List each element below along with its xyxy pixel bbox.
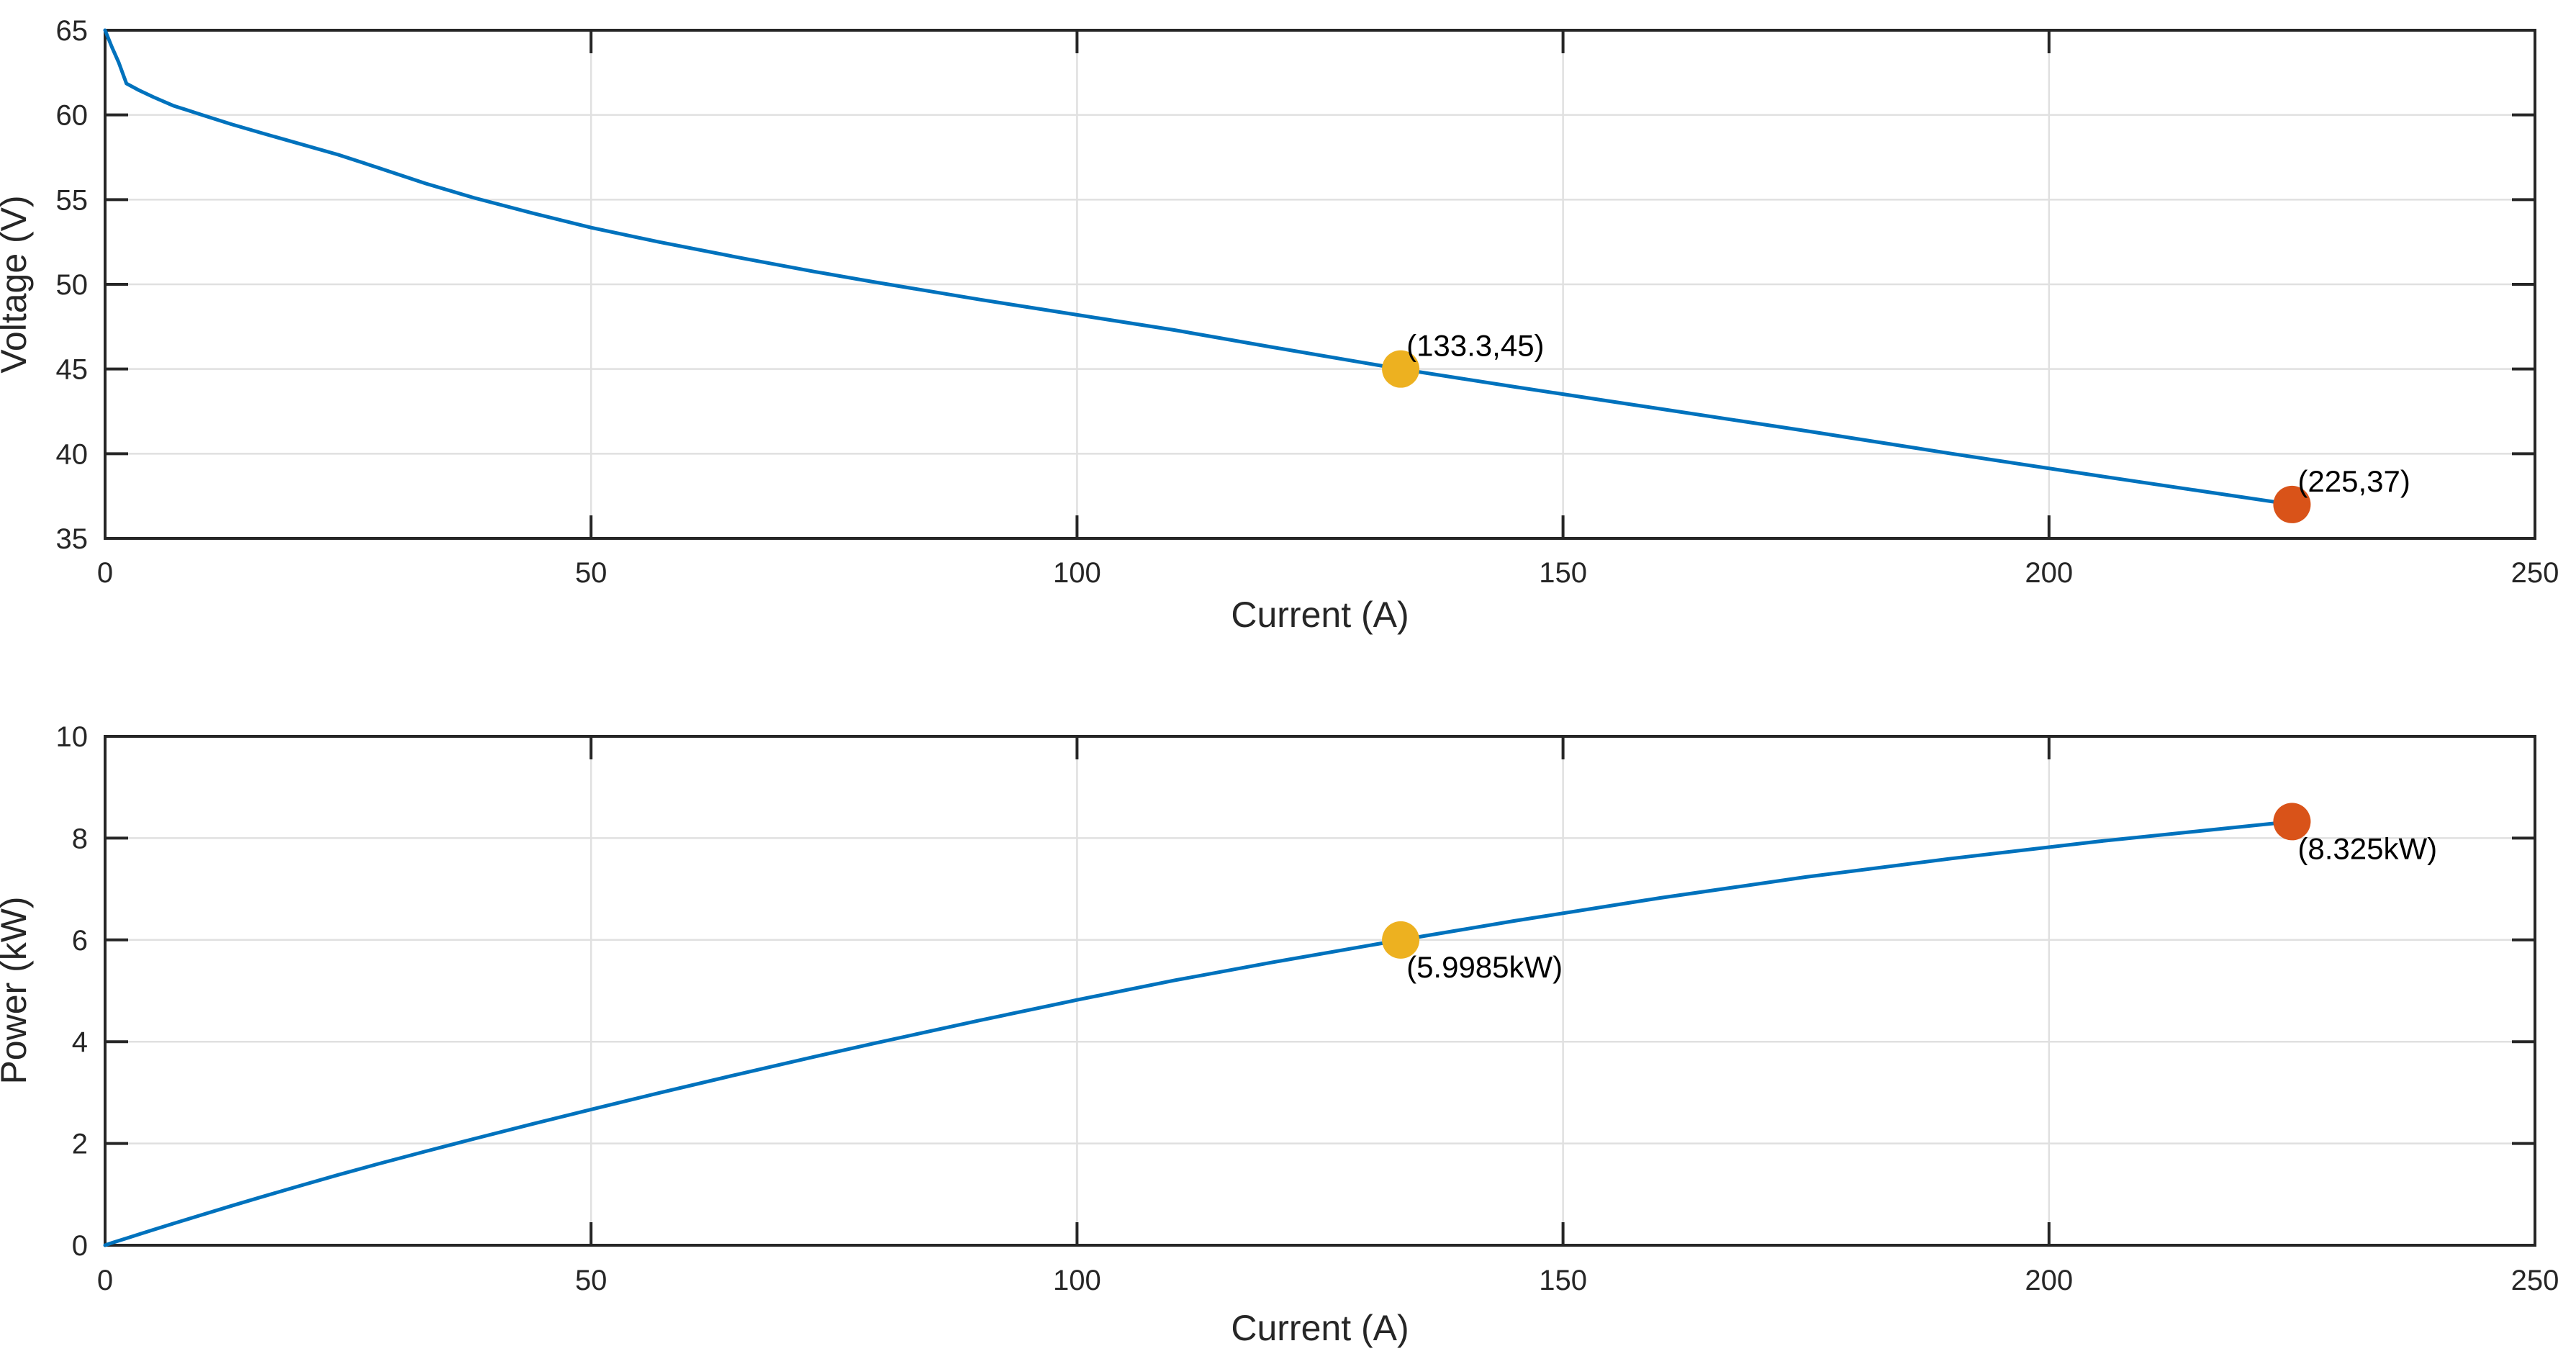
x-tick-label-50: 50: [575, 557, 607, 589]
x-tick-label-150: 150: [1539, 557, 1587, 589]
nominal-operating-point-voltage-label: (133.3,45): [1406, 329, 1544, 363]
y-tick-label-45: 45: [56, 354, 89, 386]
y-tick-label-40: 40: [56, 438, 89, 470]
y-tick-label-10: 10: [56, 721, 89, 753]
y-tick-label-4: 4: [72, 1026, 88, 1058]
nominal-operating-point-power-label: (5.9985kW): [1406, 950, 1563, 984]
y-tick-label-55: 55: [56, 184, 89, 216]
max-operating-point-power-marker: [2273, 803, 2311, 841]
x-tick-label-150: 150: [1539, 1265, 1587, 1296]
x-tick-label-250: 250: [2511, 1265, 2559, 1296]
nominal-operating-point-power-marker: [1382, 921, 1420, 959]
x-tick-label-50: 50: [575, 1265, 607, 1296]
bottom-y-axis-label: Power (kW): [0, 896, 34, 1084]
max-operating-point-voltage-label: (225,37): [2297, 464, 2410, 498]
nominal-operating-point-voltage-marker: [1382, 350, 1420, 388]
max-operating-point-power-label: (8.325kW): [2297, 831, 2437, 865]
x-tick-label-250: 250: [2511, 557, 2559, 589]
y-tick-label-2: 2: [72, 1129, 88, 1160]
stack-voltage-curve: [103, 28, 2294, 507]
x-tick-label-100: 100: [1053, 1265, 1101, 1296]
stack-power-curve: [103, 819, 2294, 1247]
axes-box: [104, 735, 2536, 1247]
top-y-axis-label: Voltage (V): [0, 195, 34, 373]
x-tick-label-0: 0: [97, 557, 113, 589]
y-tick-label-6: 6: [72, 925, 88, 957]
y-tick-label-60: 60: [56, 100, 89, 132]
x-tick-label-200: 200: [2025, 1265, 2073, 1296]
x-tick-label-200: 200: [2025, 557, 2073, 589]
top-x-axis-label: Current (A): [1231, 595, 1409, 635]
y-tick-label-50: 50: [56, 269, 89, 301]
max-operating-point-voltage-marker: [2273, 485, 2311, 523]
voltage-vs-current-subplot: 0 50 100 150 200 250 35 40 45 50 55 60 65 (133.3,45) (…: [56, 15, 2559, 589]
x-tick-label-0: 0: [97, 1265, 113, 1296]
bottom-x-axis-label: Current (A): [1231, 1308, 1409, 1348]
x-tick-label-100: 100: [1053, 557, 1101, 589]
power-vs-current-subplot: 0 50 100 150 200 250 0 2 4 6 8 10 (5.9985kW) (8.325kW…: [56, 721, 2559, 1296]
y-tick-label-65: 65: [56, 15, 89, 47]
y-tick-label-35: 35: [56, 523, 89, 555]
y-tick-label-0: 0: [72, 1230, 88, 1262]
y-tick-label-8: 8: [72, 823, 88, 854]
